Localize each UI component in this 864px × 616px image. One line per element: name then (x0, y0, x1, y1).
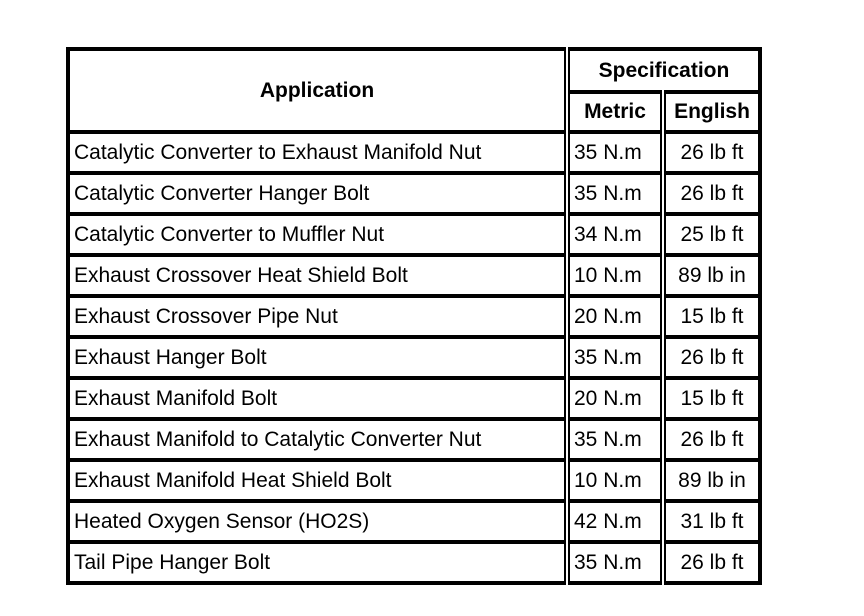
header-metric: Metric (564, 92, 663, 134)
table-row: Exhaust Hanger Bolt 35 N.m 26 lb ft (68, 337, 760, 380)
cell-metric: 20 N.m (564, 378, 663, 421)
cell-application: Exhaust Manifold Heat Shield Bolt (68, 460, 567, 503)
cell-metric: 35 N.m (564, 173, 663, 216)
table-row: Exhaust Manifold to Catalytic Converter … (68, 419, 760, 462)
cell-english: 26 lb ft (660, 542, 760, 583)
table-row: Catalytic Converter to Muffler Nut 34 N.m… (68, 214, 760, 257)
table-row: Exhaust Manifold Bolt 20 N.m 15 lb ft (68, 378, 760, 421)
header-specification: Specification (564, 49, 760, 94)
cell-application: Catalytic Converter to Muffler Nut (68, 214, 567, 257)
cell-application: Exhaust Hanger Bolt (68, 337, 567, 380)
cell-metric: 10 N.m (564, 255, 663, 298)
cell-application: Exhaust Manifold to Catalytic Converter … (68, 419, 567, 462)
cell-application: Catalytic Converter to Exhaust Manifold … (68, 132, 567, 175)
cell-metric: 35 N.m (564, 542, 663, 583)
cell-application: Catalytic Converter Hanger Bolt (68, 173, 567, 216)
cell-metric: 35 N.m (564, 419, 663, 462)
cell-application: Exhaust Crossover Pipe Nut (68, 296, 567, 339)
torque-spec-table: Application Specification Metric English… (66, 47, 762, 585)
table-row: Exhaust Manifold Heat Shield Bolt 10 N.m 8… (68, 460, 760, 503)
table-row: Catalytic Converter to Exhaust Manifold … (68, 132, 760, 175)
cell-application: Exhaust Crossover Heat Shield Bolt (68, 255, 567, 298)
table-row: Exhaust Crossover Heat Shield Bolt 10 N.m… (68, 255, 760, 298)
cell-english: 15 lb ft (660, 296, 760, 339)
cell-english: 15 lb ft (660, 378, 760, 421)
cell-english: 89 lb in (660, 460, 760, 503)
cell-metric: 35 N.m (564, 337, 663, 380)
header-application: Application (68, 49, 567, 134)
cell-application: Heated Oxygen Sensor (HO2S) (68, 501, 567, 544)
cell-english: 26 lb ft (660, 132, 760, 175)
cell-metric: 10 N.m (564, 460, 663, 503)
table-row: Exhaust Crossover Pipe Nut 20 N.m 15 lb ft (68, 296, 760, 339)
cell-english: 31 lb ft (660, 501, 760, 544)
cell-english: 26 lb ft (660, 337, 760, 380)
header-english: English (660, 92, 760, 134)
table-row: Catalytic Converter Hanger Bolt 35 N.m 26 … (68, 173, 760, 216)
cell-application: Exhaust Manifold Bolt (68, 378, 567, 421)
cell-application: Tail Pipe Hanger Bolt (74, 550, 271, 574)
cell-metric: 34 N.m (564, 214, 663, 257)
cell-english: 25 lb ft (660, 214, 760, 257)
table-row: Tail Pipe Hanger Bolt 35 N.m 26 lb ft (68, 542, 760, 583)
cell-english: 89 lb in (660, 255, 760, 298)
cell-english: 26 lb ft (660, 173, 760, 216)
table-row: Heated Oxygen Sensor (HO2S) 42 N.m 31 lb f… (68, 501, 760, 544)
cell-metric: 20 N.m (564, 296, 663, 339)
cell-metric: 42 N.m (564, 501, 663, 544)
cell-english: 26 lb ft (660, 419, 760, 462)
cell-metric: 35 N.m (564, 132, 663, 175)
